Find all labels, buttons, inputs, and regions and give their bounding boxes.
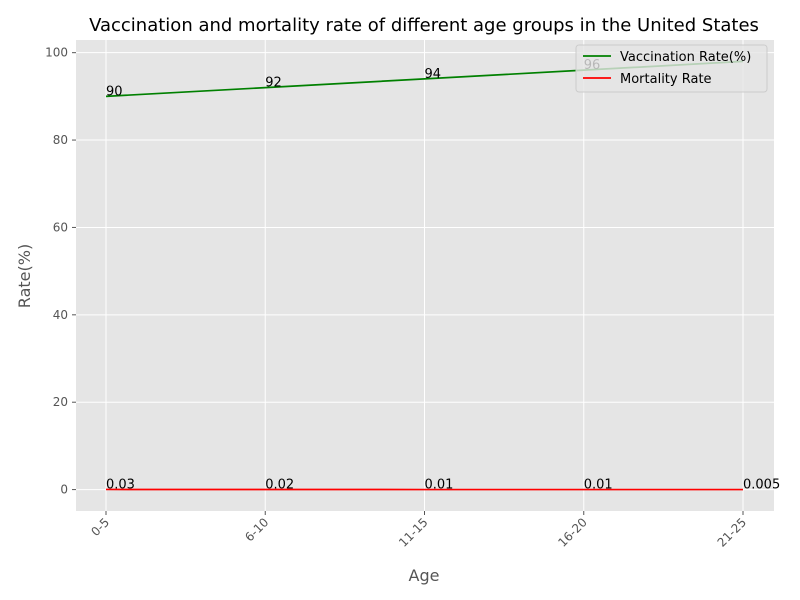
x-tick-label: 6-10 <box>242 515 271 544</box>
y-axis-label: Rate(%) <box>15 244 34 308</box>
data-label: 0.01 <box>425 478 454 493</box>
legend-label-vaccination: Vaccination Rate(%) <box>620 50 751 65</box>
y-tick-label: 40 <box>53 308 68 322</box>
x-tick-label: 0-5 <box>88 515 112 539</box>
legend-label-mortality: Mortality Rate <box>620 72 712 87</box>
data-label: 92 <box>265 76 282 91</box>
data-label: 94 <box>425 67 442 82</box>
data-label: 0.005 <box>743 478 780 493</box>
y-tick-label: 80 <box>53 133 68 147</box>
data-label: 90 <box>106 84 123 99</box>
legend-box <box>575 44 768 93</box>
x-axis-label: Age <box>409 566 440 585</box>
data-label: 0.03 <box>106 477 135 492</box>
y-tick-label: 60 <box>53 220 68 234</box>
data-label: 0.01 <box>584 478 613 493</box>
chart-title: Vaccination and mortality rate of differ… <box>89 15 759 36</box>
grid-lines <box>76 40 774 511</box>
y-tick-label: 100 <box>45 46 68 60</box>
data-label: 0.02 <box>265 478 294 493</box>
x-tick-label: 21-25 <box>715 515 750 550</box>
y-tick-label: 0 <box>60 483 68 497</box>
x-tick-label: 11-15 <box>396 515 431 550</box>
data-labels: 909294960.030.020.010.010.005 <box>106 58 780 492</box>
legend: Vaccination Rate(%) Mortality Rate <box>575 44 768 93</box>
x-tick-label: 16-20 <box>555 515 590 550</box>
y-tick-label: 20 <box>53 395 68 409</box>
